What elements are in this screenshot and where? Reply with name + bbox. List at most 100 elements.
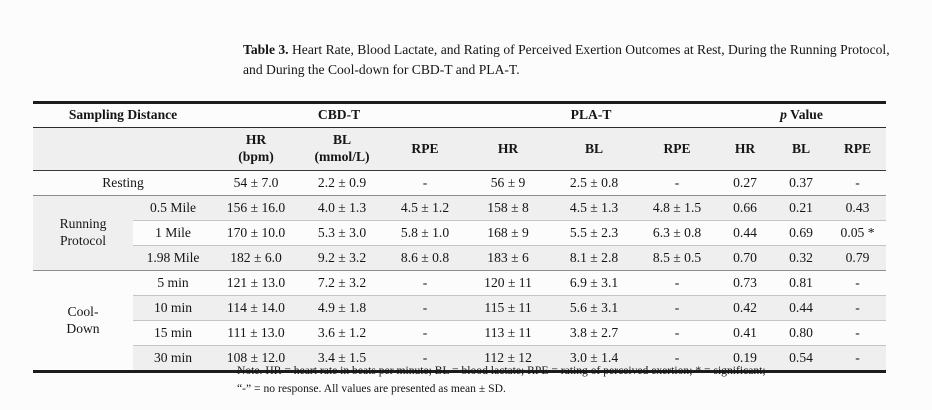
cell: - [385,170,466,196]
cell: 56 ± 9 [465,170,552,196]
table-row-10min: 10 min 114 ± 14.0 4.9 ± 1.8 - 115 ± 11 5… [33,295,887,321]
cell: - [829,295,887,321]
table-footnote: Note. HR = heart rate in beats per minut… [237,362,897,398]
cell: 0.21 [773,195,830,221]
cell: 7.2 ± 3.2 [299,270,386,296]
header-pla-bl: BL [551,127,638,171]
row-label: 1 Mile [133,220,214,246]
cell: 183 ± 6 [465,245,552,271]
cell: 5.8 ± 1.0 [385,220,466,246]
header-cbd-t: CBD-T [213,102,466,128]
cell: 120 ± 11 [465,270,552,296]
header-sampling-distance: Sampling Distance [33,102,214,128]
header-cbd-bl: BL (mmol/L) [299,127,386,171]
cell: 0.54 [773,345,830,372]
cell: 6.3 ± 0.8 [637,220,718,246]
cell: 170 ± 10.0 [213,220,300,246]
cell: - [385,320,466,346]
cell: 8.1 ± 2.8 [551,245,638,271]
cell: - [385,270,466,296]
cell: 3.4 ± 1.5 [299,345,386,372]
table-caption: Table 3. Heart Rate, Blood Lactate, and … [243,40,891,81]
header-p-rpe: RPE [829,127,887,171]
cell: 4.5 ± 1.2 [385,195,466,221]
cell: 121 ± 13.0 [213,270,300,296]
cell: 182 ± 6.0 [213,245,300,271]
table-row-5min: Cool- Down 5 min 121 ± 13.0 7.2 ± 3.2 - 1… [33,270,887,336]
header-row-groups: Sampling Distance CBD-T PLA-T p Value [33,102,887,128]
cell: - [829,320,887,346]
header-p-value: p Value [717,102,887,128]
footnote-line2: “-” = no response. All values are presen… [237,381,506,395]
cell: - [637,320,718,346]
cell: 0.79 [829,245,887,271]
cell: 111 ± 13.0 [213,320,300,346]
cell: - [829,270,887,296]
header-cbd-hr: HR (bpm) [213,127,300,171]
cell: 0.73 [717,270,774,296]
row-label: 15 min [133,320,214,346]
header-p-bl: BL [773,127,830,171]
cell: 4.9 ± 1.8 [299,295,386,321]
table-row-one-mile: 1 Mile 170 ± 10.0 5.3 ± 3.0 5.8 ± 1.0 16… [33,220,887,246]
cell: - [637,170,718,196]
cell: - [637,295,718,321]
row-label: 1.98 Mile [133,245,214,271]
table-row-resting: Resting 54 ± 7.0 2.2 ± 0.9 - 56 ± 9 2.5 … [33,170,887,196]
cell: - [829,170,887,196]
header-pla-rpe: RPE [637,127,718,171]
cell: 5.3 ± 3.0 [299,220,386,246]
cell: - [829,345,887,372]
group-label-cool-down: Cool- Down [66,303,100,336]
cell: 4.0 ± 1.3 [299,195,386,221]
cell: 6.9 ± 3.1 [551,270,638,296]
cell: 0.32 [773,245,830,271]
cell: 0.37 [773,170,830,196]
cell: 113 ± 11 [465,320,552,346]
cell: 112 ± 12 [465,345,552,372]
cell: 0.44 [717,220,774,246]
cell: - [637,270,718,296]
header-row-measures: HR (bpm) BL (mmol/L) RPE HR BL RPE HR BL R… [33,127,887,171]
caption-label: Table 3. [243,42,289,57]
cell: 8.5 ± 0.5 [637,245,718,271]
cell: 3.8 ± 2.7 [551,320,638,346]
header-pla-t: PLA-T [465,102,718,128]
cell: 156 ± 16.0 [213,195,300,221]
results-table: Sampling Distance CBD-T PLA-T p Value HR… [33,101,887,373]
table-row-half-mile: Running Protocol 0.5 Mile 156 ± 16.0 4.0 … [33,195,887,271]
caption-text: Heart Rate, Blood Lactate, and Rating of… [243,42,890,78]
cell: 0.80 [773,320,830,346]
header-pla-hr: HR [465,127,552,171]
header-p-hr: HR [717,127,774,171]
cell: 2.2 ± 0.9 [299,170,386,196]
table-row-30min: 30 min 108 ± 12.0 3.4 ± 1.5 - 112 ± 12 3… [33,345,887,372]
cell: 0.05 * [829,220,887,246]
cell: 5.5 ± 2.3 [551,220,638,246]
row-label: 10 min [133,295,214,321]
cell: 3.6 ± 1.2 [299,320,386,346]
cell: 158 ± 8 [465,195,552,221]
cell: 114 ± 14.0 [213,295,300,321]
p-value-rest: Value [790,107,823,122]
cell: 115 ± 11 [465,295,552,321]
cell: 5.6 ± 3.1 [551,295,638,321]
cell: 0.66 [717,195,774,221]
footnote-line1: Note. HR = heart rate in beats per minut… [237,364,766,377]
header-spacer [33,127,214,171]
cell: 4.8 ± 1.5 [637,195,718,221]
cell: 2.5 ± 0.8 [551,170,638,196]
row-label-resting: Resting [33,170,214,196]
p-value-italic: p [780,107,787,122]
row-label: 30 min [133,345,214,372]
cell: 0.19 [717,345,774,372]
cell: 0.69 [773,220,830,246]
cell: 8.6 ± 0.8 [385,245,466,271]
header-cbd-rpe: RPE [385,127,466,171]
group-label-running-protocol: Running Protocol [33,195,133,271]
cell: - [385,345,466,372]
table-row-15min: 15 min 111 ± 13.0 3.6 ± 1.2 - 113 ± 11 3… [33,320,887,346]
cell: 3.0 ± 1.4 [551,345,638,372]
cell: - [385,295,466,321]
cell: 0.44 [773,295,830,321]
